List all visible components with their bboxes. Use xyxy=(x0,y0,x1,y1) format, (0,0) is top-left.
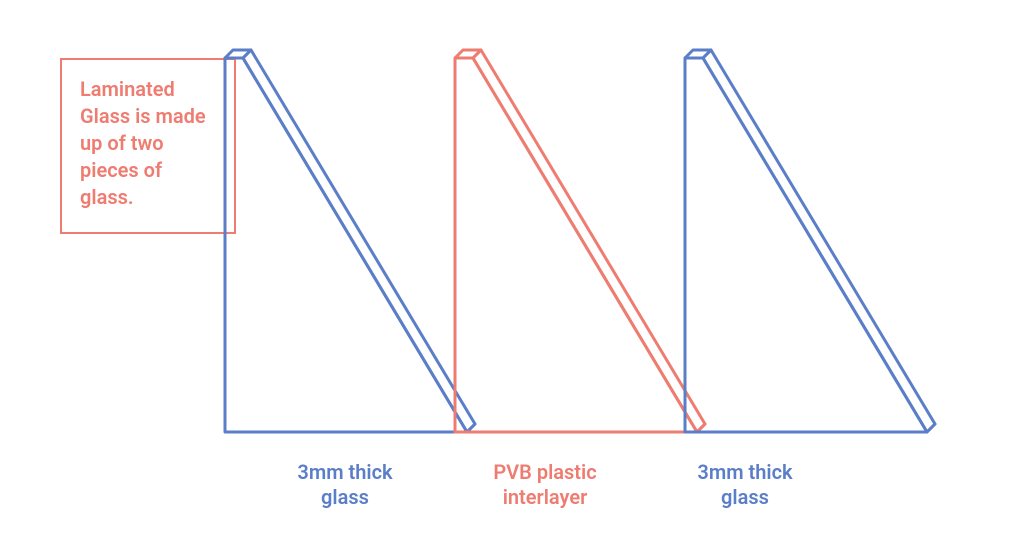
pane-label-1: PVB plastic interlayer xyxy=(445,460,645,510)
laminated-glass-diagram xyxy=(185,30,965,450)
interlayer-side xyxy=(473,50,705,432)
labels-row: 3mm thick glassPVB plastic interlayer3mm… xyxy=(245,460,845,510)
interlayer-front xyxy=(455,58,697,432)
glass-left-side xyxy=(243,50,475,432)
glass-right-side xyxy=(703,50,935,432)
interlayer-pane xyxy=(455,50,705,432)
glass-left-pane xyxy=(225,50,475,432)
glass-right-pane xyxy=(685,50,935,432)
pane-label-0: 3mm thick glass xyxy=(245,460,445,510)
glass-right-front xyxy=(685,58,927,432)
pane-label-2: 3mm thick glass xyxy=(645,460,845,510)
glass-left-front xyxy=(225,58,467,432)
